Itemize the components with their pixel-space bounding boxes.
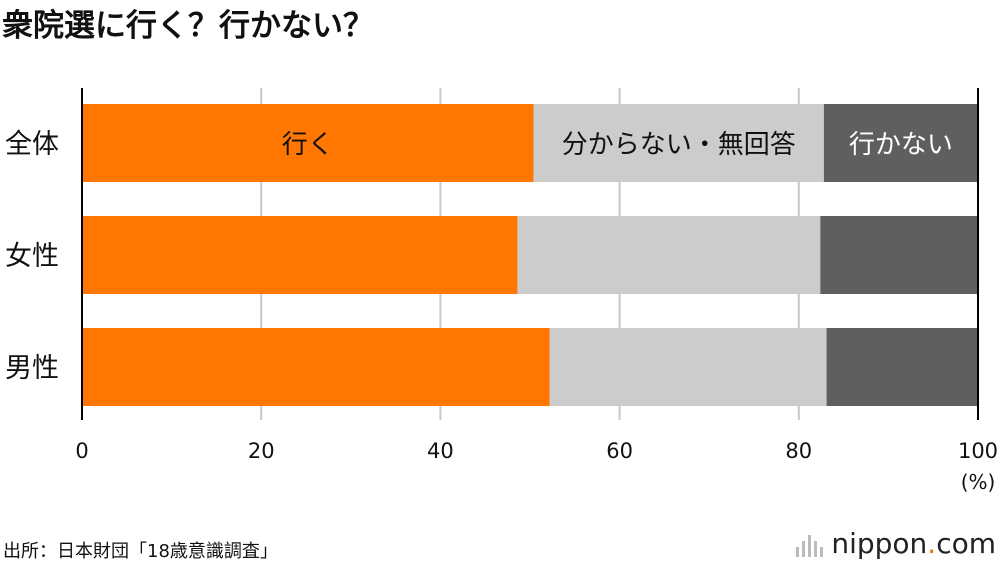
series-label-1: 分からない・無回答 [562,130,796,160]
x-tick-label-20: 20 [248,439,275,463]
brand-logo: nippon. com [796,527,996,560]
x-unit-label: (%) [961,470,996,494]
brand-dot: . [927,527,937,560]
x-tick-label-100: 100 [958,439,998,463]
source-note: 出所：日本財団「18歳意識調査」 [3,541,278,562]
series-label-0: 行く [282,130,334,160]
brand-name: nippon [831,527,928,560]
bar-1-0 [82,216,518,294]
bar-1-1 [517,216,821,294]
bar-2-1 [549,328,827,406]
category-label-0: 全体 [5,129,59,160]
category-label-1: 女性 [5,241,59,272]
x-tick-label-40: 40 [427,439,454,463]
bar-0-0 [82,104,534,182]
brand-mark-icon [796,531,824,557]
brand-tld: com [936,527,996,560]
bar-0-2 [823,104,978,182]
x-tick-label-60: 60 [606,439,633,463]
bar-2-0 [82,328,550,406]
x-tick-label-80: 80 [785,439,812,463]
bar-1-2 [820,216,978,294]
category-label-2: 男性 [5,353,59,384]
series-label-2: 行かない [849,130,953,160]
bar-2-2 [826,328,978,406]
x-tick-label-0: 0 [75,439,88,463]
chart-title: 衆院選に行く？行かない？ [2,8,374,44]
bar-0-1 [533,104,824,182]
